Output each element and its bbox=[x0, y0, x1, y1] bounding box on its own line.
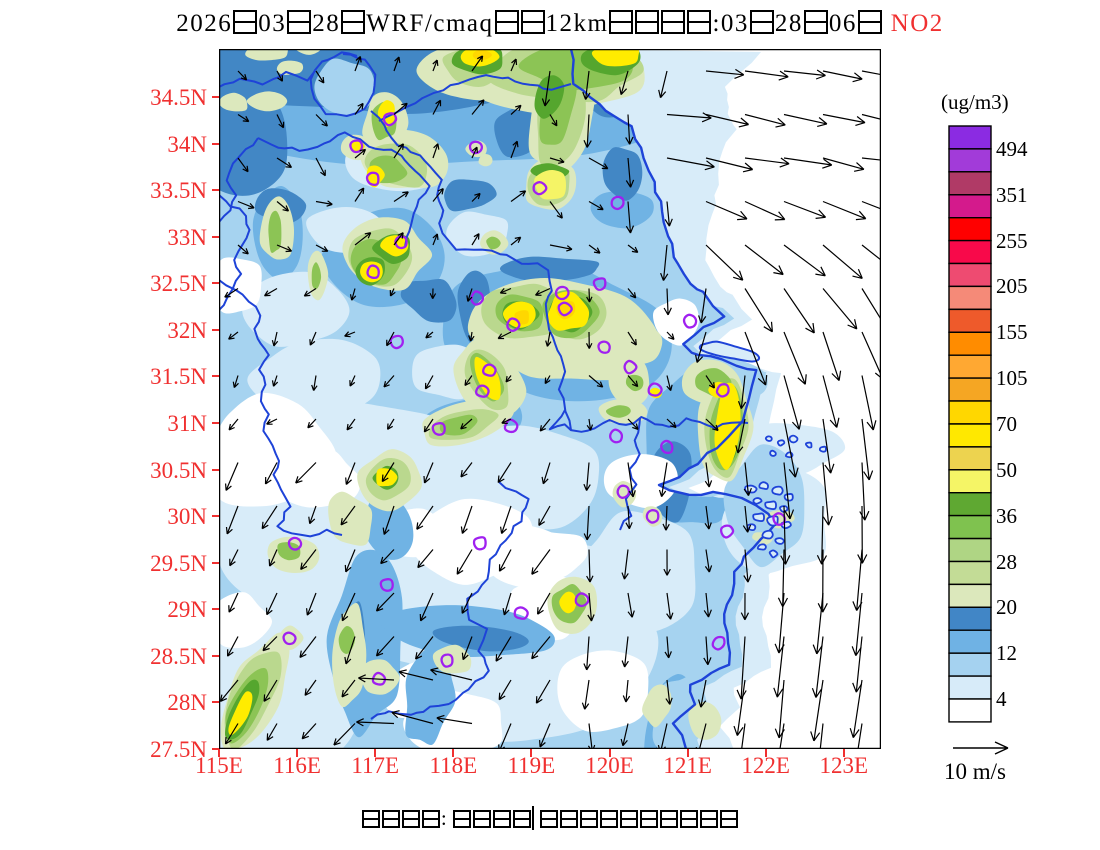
svg-text:10 m/s: 10 m/s bbox=[944, 759, 1006, 784]
